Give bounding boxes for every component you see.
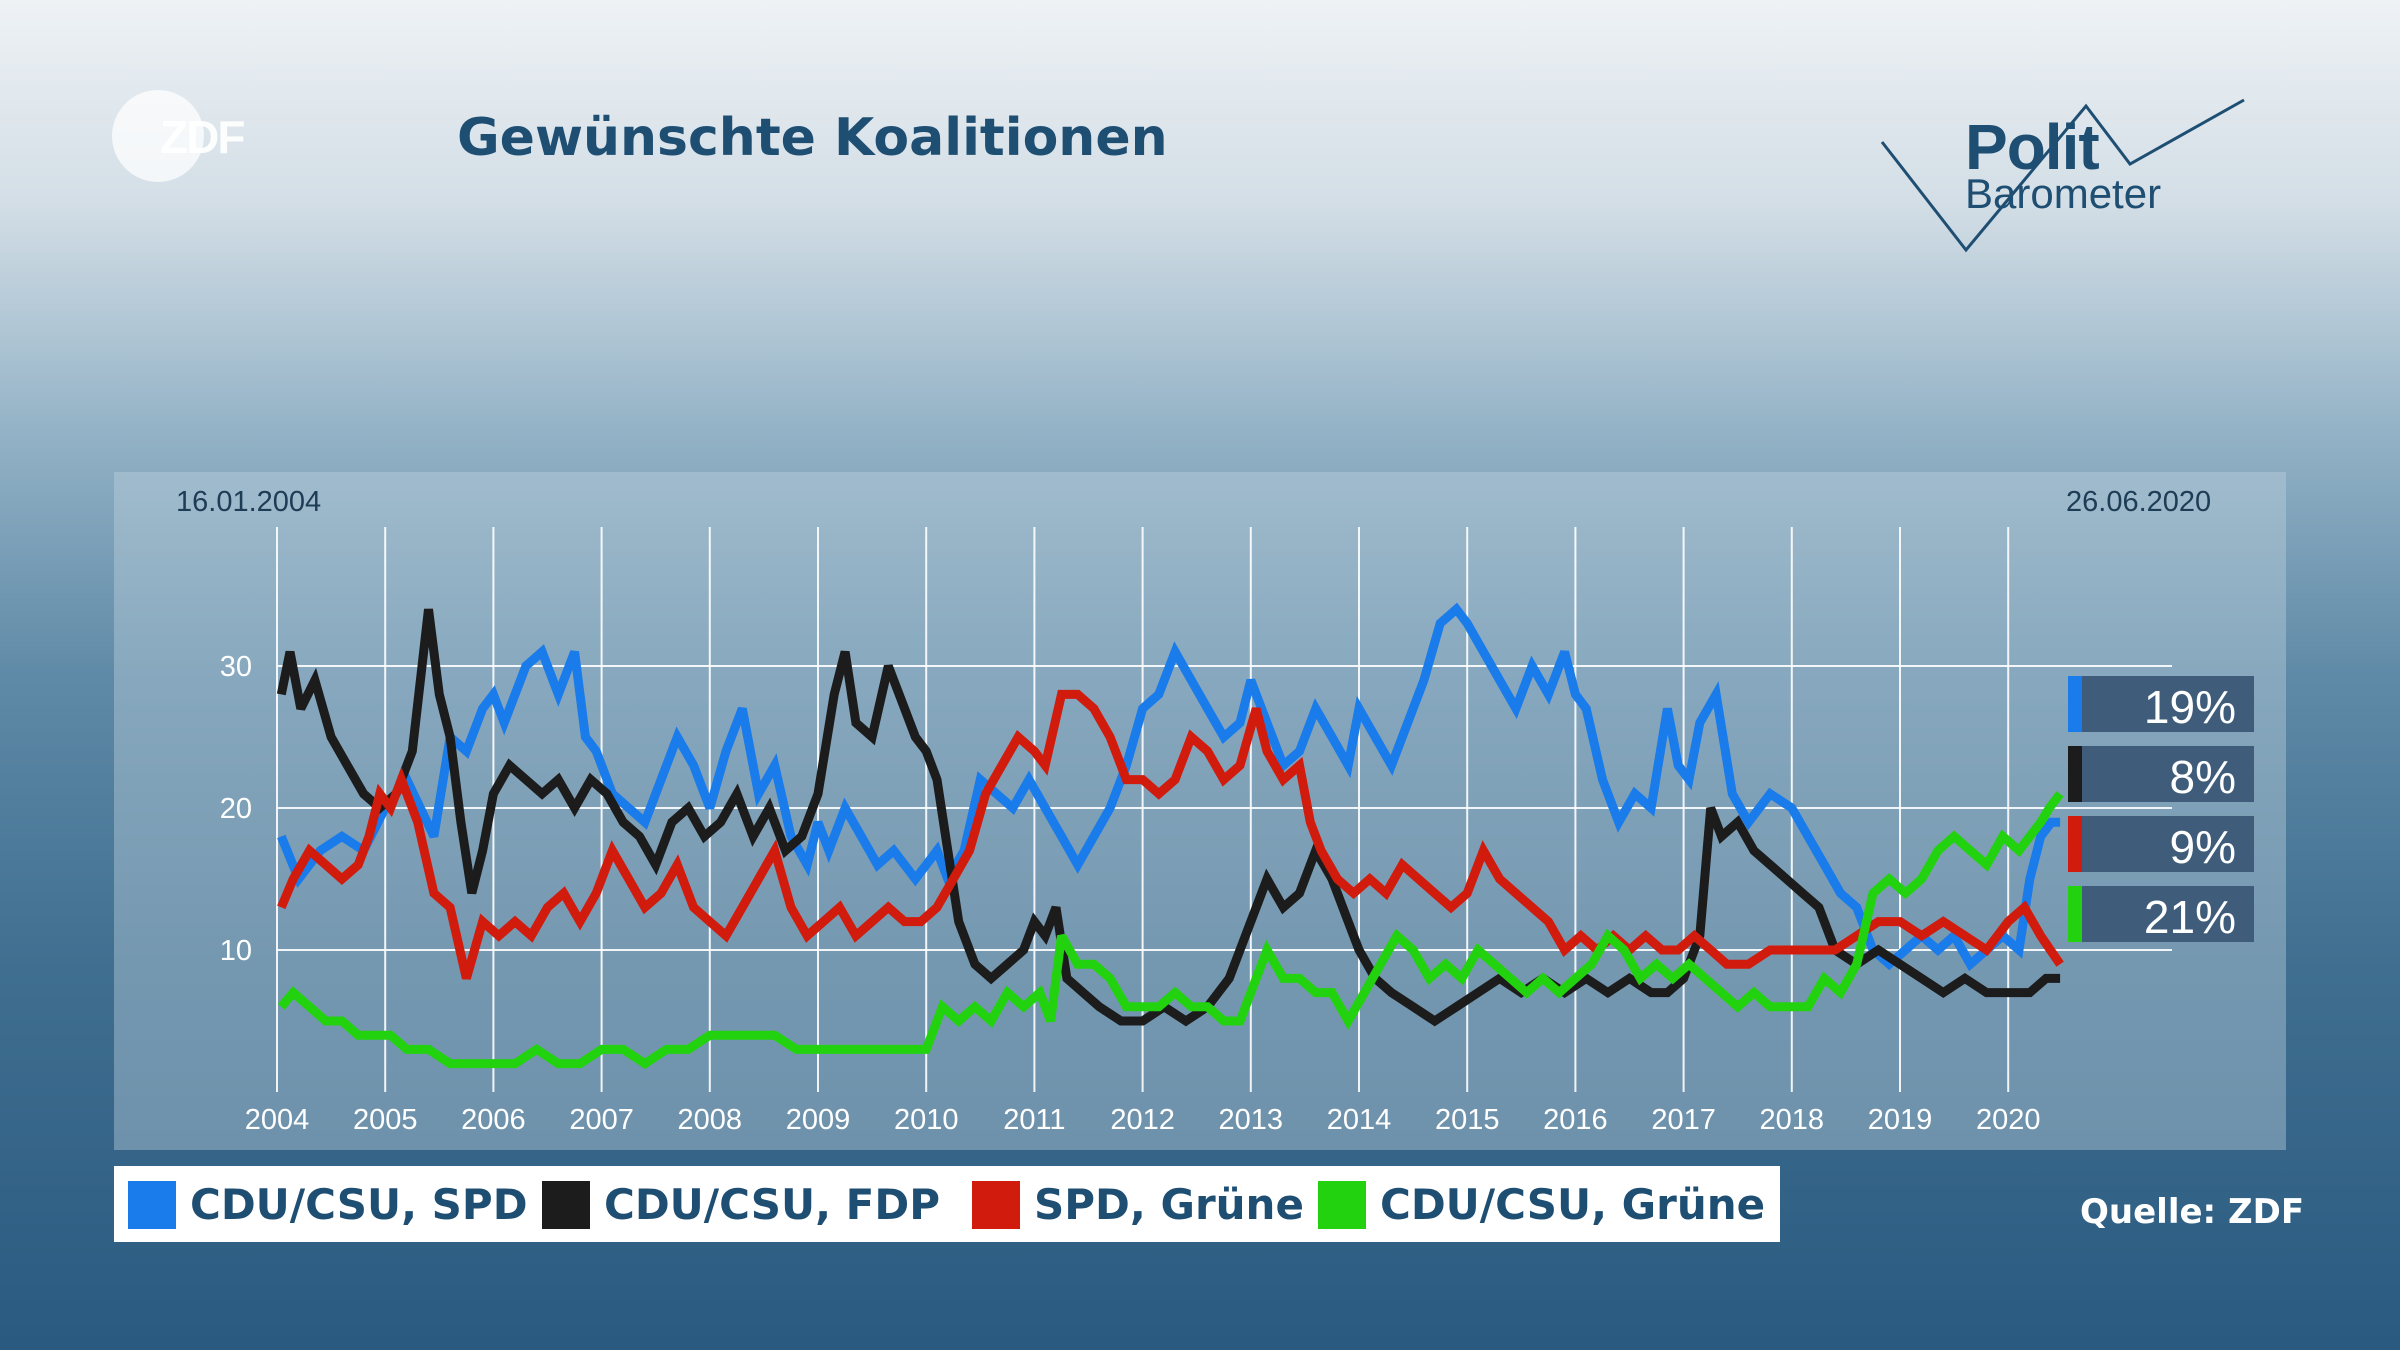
x-tick-label: 2011 (1003, 1104, 1065, 1136)
legend-swatch (972, 1180, 1020, 1229)
x-tick-label: 2013 (1219, 1104, 1284, 1136)
latest-value-swatch (2068, 886, 2082, 942)
legend-label: SPD, Grüne (1034, 1180, 1304, 1229)
politbarometer-polit-text: Polit (1965, 111, 2100, 183)
x-tick-label: 2014 (1327, 1104, 1392, 1136)
x-tick-label: 2007 (569, 1104, 634, 1136)
legend-swatch (128, 1180, 176, 1229)
y-tick-label: 20 (220, 793, 252, 825)
latest-value-spd-gruene: 9% (2068, 816, 2254, 873)
x-tick-label: 2017 (1651, 1104, 1716, 1136)
chart-legend: CDU/CSU, SPD CDU/CSU, FDP SPD, Grüne CDU… (114, 1166, 1780, 1242)
legend-swatch (1318, 1180, 1366, 1229)
line-chart: 2004 2005 2006 2007 2008 2009 2010 2011 2012 2013… (220, 527, 2172, 1136)
x-tick-label: 2020 (1976, 1104, 2041, 1136)
latest-value-cdu-fdp: 8% (2068, 746, 2254, 803)
x-tick-label: 2009 (786, 1104, 851, 1136)
legend-item-cdu-gruene: CDU/CSU, Grüne (1318, 1180, 1766, 1229)
series-line-0 (277, 602, 2061, 972)
y-tick-label: 10 (220, 935, 252, 967)
latest-value-swatch (2068, 676, 2082, 732)
zdf-logo: ZDF (112, 90, 245, 182)
legend-label: CDU/CSU, SPD (190, 1180, 528, 1229)
latest-value-text: 9% (2169, 821, 2236, 873)
source-note: Quelle: ZDF (2080, 1192, 2305, 1232)
x-tick-label: 2019 (1868, 1104, 1933, 1136)
legend-label: CDU/CSU, FDP (604, 1180, 940, 1229)
x-tick-label: 2004 (245, 1104, 310, 1136)
x-tick-label: 2012 (1110, 1104, 1175, 1136)
politbarometer-barometer-text: Barometer (1965, 170, 2162, 217)
latest-value-cdu-gruene: 21% (2068, 886, 2254, 943)
end-date-label: 26.06.2020 (2066, 486, 2212, 518)
chart-panel: 2004 2005 2006 2007 2008 2009 2010 2011 2012 2013… (114, 472, 2286, 1150)
latest-value-swatch (2068, 816, 2082, 872)
politbarometer-zigzag-icon (1880, 98, 2245, 253)
x-tick-label: 2005 (353, 1104, 418, 1136)
politbarometer-logo: Polit Barometer (1880, 98, 2250, 258)
x-tick-label: 2006 (461, 1104, 526, 1136)
x-tick-label: 2015 (1435, 1104, 1500, 1136)
series-line-3 (277, 791, 2064, 1069)
series-line-2 (277, 689, 2064, 980)
x-tick-label: 2018 (1760, 1104, 1825, 1136)
legend-label: CDU/CSU, Grüne (1380, 1180, 1766, 1229)
series-line-1 (276, 608, 2061, 1027)
legend-item-cdu-fdp: CDU/CSU, FDP (542, 1180, 940, 1229)
zdf-logo-text: ZDF (160, 111, 245, 163)
latest-value-cdu-spd: 19% (2068, 676, 2254, 733)
latest-value-text: 21% (2143, 891, 2236, 943)
y-tick-label: 30 (220, 651, 252, 683)
latest-value-text: 19% (2143, 681, 2236, 733)
latest-value-text: 8% (2169, 751, 2236, 803)
start-date-label: 16.01.2004 (176, 486, 322, 518)
zdf-logo-disc (112, 90, 204, 182)
latest-value-swatch (2068, 746, 2082, 802)
x-tick-label: 2016 (1543, 1104, 1608, 1136)
legend-item-cdu-spd: CDU/CSU, SPD (128, 1180, 528, 1229)
x-tick-label: 2010 (894, 1104, 959, 1136)
x-tick-label: 2008 (678, 1104, 743, 1136)
legend-item-spd-gruene: SPD, Grüne (972, 1180, 1304, 1229)
legend-swatch (542, 1180, 590, 1229)
chart-title: Gewünschte Koalitionen (457, 108, 1168, 168)
